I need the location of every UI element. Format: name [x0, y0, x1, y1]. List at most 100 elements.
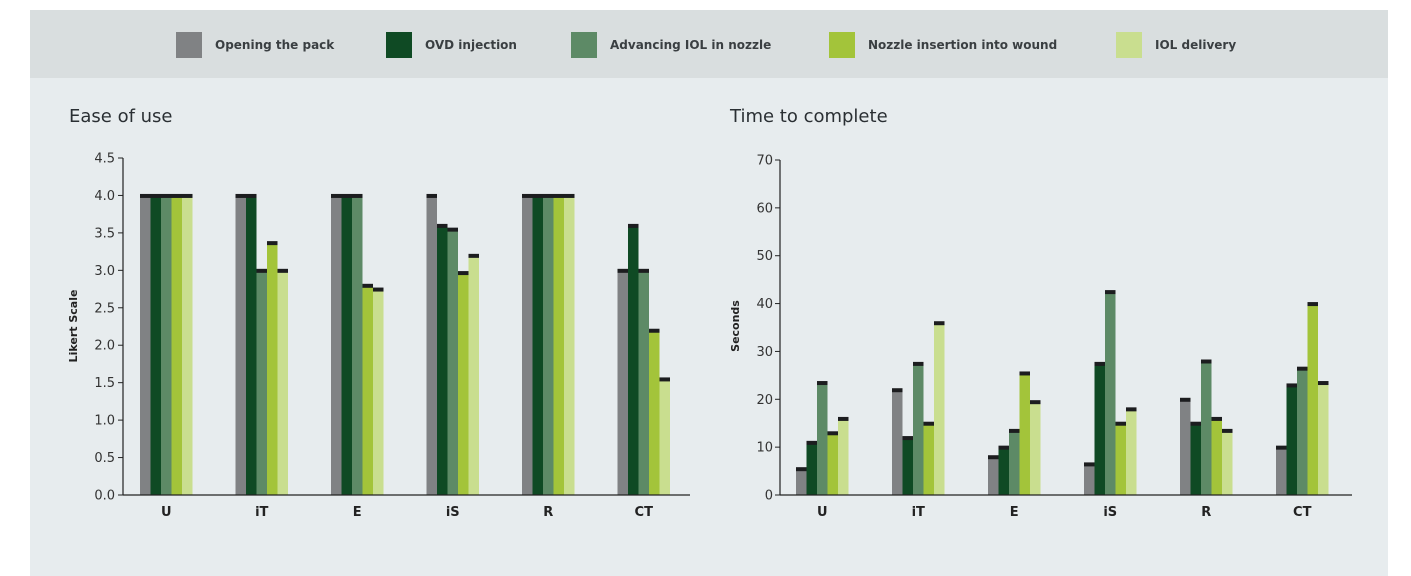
bar-iS-0	[426, 195, 437, 495]
legend-item-opening-the-pack: Opening the pack	[176, 32, 334, 58]
bar-iS-3	[458, 272, 469, 495]
bar-iT-1	[246, 195, 257, 495]
bar-iT-1	[902, 437, 913, 495]
bar-cap	[543, 193, 554, 198]
x-tick-label: CT	[635, 505, 654, 520]
y-tick-label: 3.5	[94, 226, 115, 241]
y-tick-label: 0.5	[94, 451, 115, 466]
legend-label: IOL delivery	[1155, 38, 1237, 52]
bar-cap	[341, 193, 352, 198]
bar-cap	[161, 193, 172, 198]
bar-cap	[150, 193, 161, 198]
bar-cap	[1307, 302, 1318, 307]
y-tick-label: 40	[756, 297, 773, 312]
bar-CT-0	[1276, 447, 1287, 495]
bar-U-4	[838, 418, 849, 495]
bar-R-1	[532, 195, 543, 495]
x-tick-label: iS	[446, 505, 460, 520]
bar-R-1	[1190, 423, 1201, 495]
x-tick-label: E	[353, 505, 362, 520]
bar-cap	[362, 283, 373, 288]
bar-cap	[817, 381, 828, 386]
bar-cap	[182, 193, 193, 198]
bar-cap	[1094, 361, 1105, 366]
bar-cap	[437, 223, 448, 228]
y-tick-label: 4.0	[94, 189, 115, 204]
bar-E-4	[1030, 401, 1041, 495]
bar-cap	[1180, 397, 1191, 402]
bar-cap	[522, 193, 533, 198]
bar-R-2	[543, 195, 554, 495]
bar-CT-3	[649, 330, 660, 495]
bar-cap	[934, 321, 945, 326]
x-tick-label: R	[1201, 505, 1211, 520]
bar-iS-2	[447, 229, 458, 495]
bar-cap	[256, 268, 267, 273]
bar-R-4	[564, 195, 575, 495]
bar-CT-4	[659, 378, 670, 495]
bar-R-0	[522, 195, 533, 495]
legend-swatch	[1116, 32, 1142, 58]
bar-iT-4	[277, 270, 288, 495]
y-axis-label: Likert Scale	[67, 290, 80, 363]
y-tick-label: 10	[756, 441, 773, 456]
bar-R-4	[1222, 430, 1233, 495]
y-tick-label: 50	[756, 249, 773, 264]
chart-0: 0.0 0.5 1.0 1.5 2.0 2.5 3.0 3.5 4.0 4.5 Likert Sca…	[67, 152, 690, 520]
bar-iT-3	[267, 242, 278, 495]
bar-cap	[838, 416, 849, 421]
bar-CT-4	[1318, 382, 1329, 495]
legend-label: Nozzle insertion into wound	[868, 38, 1058, 52]
y-tick-label: 2.5	[94, 301, 115, 316]
bar-U-3	[171, 195, 182, 495]
legend-swatch	[176, 32, 202, 58]
bar-cap	[628, 223, 639, 228]
bar-cap	[1276, 445, 1287, 450]
bar-cap	[1201, 359, 1212, 364]
y-tick-label: 0	[765, 489, 773, 504]
legend-swatch	[571, 32, 597, 58]
bar-cap	[1297, 366, 1308, 371]
bar-R-3	[553, 195, 564, 495]
bar-R-3	[1211, 418, 1222, 495]
bar-cap	[171, 193, 182, 198]
bar-cap	[923, 421, 934, 426]
x-tick-label: U	[817, 505, 828, 520]
bar-iS-4	[1126, 408, 1137, 495]
bar-cap	[892, 388, 903, 393]
bar-CT-1	[1286, 384, 1297, 495]
bar-cap	[373, 287, 384, 292]
x-tick-label: CT	[1293, 505, 1312, 520]
bar-cap	[617, 268, 628, 273]
bar-cap	[246, 193, 257, 198]
bar-cap	[902, 436, 913, 441]
bar-cap	[988, 455, 999, 460]
bar-iT-4	[934, 322, 945, 495]
bar-R-2	[1201, 361, 1212, 495]
legend: Opening the pack OVD injection Advancing…	[30, 10, 1388, 78]
bar-U-4	[182, 195, 193, 495]
bar-iT-0	[235, 195, 246, 495]
y-tick-label: 0.0	[94, 489, 115, 504]
y-tick-label: 1.0	[94, 414, 115, 429]
bar-iS-4	[468, 255, 479, 495]
bar-cap	[649, 328, 660, 333]
bar-iT-0	[892, 389, 903, 495]
bar-E-2	[352, 195, 363, 495]
bar-cap	[806, 440, 817, 445]
bar-cap	[1126, 407, 1137, 412]
bar-iS-1	[1094, 363, 1105, 495]
bar-cap	[1030, 400, 1041, 405]
bar-E-3	[362, 285, 373, 495]
bar-E-1	[341, 195, 352, 495]
bar-cap	[1009, 428, 1020, 433]
legend-label: OVD injection	[425, 38, 517, 52]
legend-item-ovd-injection: OVD injection	[386, 32, 517, 58]
bar-CT-1	[628, 225, 639, 495]
y-axis-label: Seconds	[729, 300, 742, 352]
bar-E-4	[373, 289, 384, 495]
bar-iT-3	[923, 423, 934, 495]
legend-swatch	[386, 32, 412, 58]
bar-cap	[553, 193, 564, 198]
